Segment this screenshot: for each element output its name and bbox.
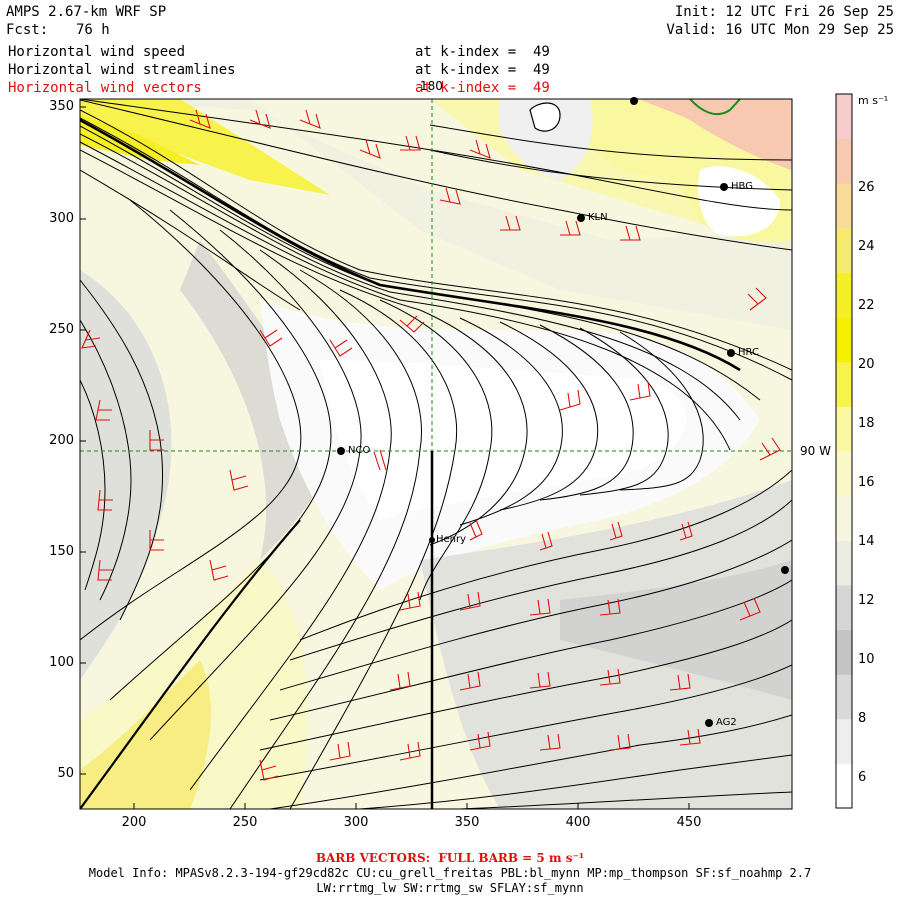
station-label-ag2: AG2 — [716, 717, 737, 728]
parallel-label: 90 W — [800, 444, 831, 458]
colorbar-tick: 14 — [858, 534, 875, 549]
colorbar-swatch — [836, 227, 852, 273]
colorbar-swatch — [836, 361, 852, 407]
colorbar-swatch — [836, 584, 852, 630]
station-label-kln: KLN — [588, 212, 608, 223]
barb-legend: BARB VECTORS: FULL BARB = 5 m s⁻¹ — [315, 851, 585, 865]
colorbar-swatch — [836, 495, 852, 541]
colorbar-swatch — [836, 183, 852, 229]
colorbar-swatch — [836, 763, 852, 809]
y-tick: 150 — [49, 544, 74, 559]
colorbar-tick: 20 — [858, 357, 875, 372]
field-level-vectors: at k-index = 49 — [415, 80, 550, 96]
station-markers — [337, 97, 789, 727]
valid-time: Valid: 16 UTC Mon 29 Sep 25 — [666, 22, 894, 38]
model-info: Model Info: MPASv8.2.3-194-gf29cd82c CU:… — [88, 866, 812, 880]
wind-barbs — [81, 109, 781, 781]
y-tick: 250 — [49, 322, 74, 337]
colorbar-tick: 6 — [858, 770, 867, 785]
field-name-streamlines: Horizontal wind streamlines — [8, 62, 236, 78]
colorbar-swatch — [836, 451, 852, 497]
colorbar-tick: 12 — [858, 593, 875, 608]
colorbar-swatch — [836, 317, 852, 363]
colorbar-tick: 8 — [858, 711, 867, 726]
x-tick: 400 — [565, 815, 591, 830]
x-tick: 250 — [232, 815, 258, 830]
colorbar-tick: 24 — [858, 239, 875, 254]
colorbar-swatch — [836, 138, 852, 184]
x-tick: 200 — [121, 815, 147, 830]
colorbar-tick: 26 — [858, 180, 875, 195]
colorbar-swatch — [836, 540, 852, 586]
station-label-nco: NCO — [348, 445, 371, 456]
wind-speed-shading — [80, 99, 792, 809]
colorbar-border — [835, 93, 853, 809]
station-label-henry: Henry — [436, 534, 467, 545]
colorbar-tick: 18 — [858, 416, 875, 431]
x-tick: 350 — [454, 815, 480, 830]
colorbar-swatch — [836, 629, 852, 675]
model-info-2: LW:rrtmg_lw SW:rrtmg_sw SFLAY:sf_mynn — [316, 881, 584, 895]
meridian-label: 180 — [420, 79, 443, 93]
x-tick: 300 — [343, 815, 369, 830]
station-label-hbg: HBG — [731, 181, 753, 192]
y-tick: 350 — [49, 99, 74, 114]
colorbar-tick: 22 — [858, 298, 875, 313]
y-tick: 200 — [49, 433, 74, 448]
forecast-hour: 76 h — [76, 22, 110, 38]
field-level-streamlines: at k-index = 49 — [415, 62, 550, 78]
y-tick: 50 — [57, 766, 74, 781]
y-tick: 300 — [49, 211, 74, 226]
field-name-speed: Horizontal wind speed — [8, 44, 186, 60]
colorbar-swatch — [836, 94, 852, 140]
colorbar-swatch — [836, 406, 852, 452]
colorbar-swatch — [836, 272, 852, 318]
forecast-label: Fcst: — [6, 22, 49, 38]
init-time: Init: 12 UTC Fri 26 Sep 25 — [674, 4, 894, 20]
colorbar-tick: 16 — [858, 475, 875, 490]
colorbar-unit: m s⁻¹ — [858, 94, 889, 107]
colorbar-tick: 10 — [858, 652, 875, 667]
colorbar — [835, 93, 853, 809]
field-level-speed: at k-index = 49 — [415, 44, 550, 60]
x-tick: 450 — [676, 815, 702, 830]
station-label-hrc: HRC — [738, 347, 759, 358]
map-title: AMPS 2.67-km WRF SP — [6, 4, 167, 20]
colorbar-swatch — [836, 674, 852, 720]
field-name-vectors: Horizontal wind vectors — [8, 80, 202, 96]
colorbar-swatch — [836, 718, 852, 764]
y-tick: 100 — [49, 655, 74, 670]
